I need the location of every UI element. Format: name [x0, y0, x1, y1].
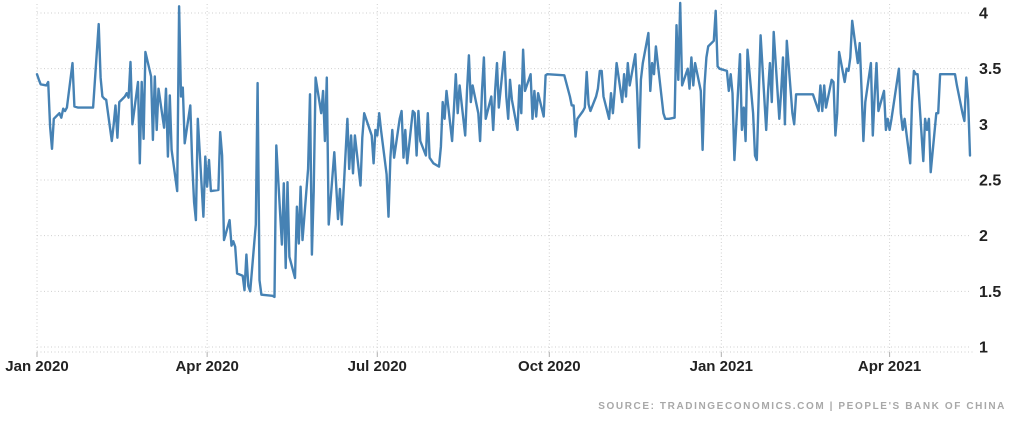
x-axis-label-Jan-2021: Jan 2021 [690, 358, 753, 375]
x-axis-label-Jan-2020: Jan 2020 [5, 358, 68, 375]
y-axis-label-2: 2 [979, 228, 988, 245]
y-axis-label-3.5: 3.5 [979, 61, 1001, 78]
x-axis-label-Apr-2021: Apr 2021 [858, 358, 921, 375]
y-axis-label-1.5: 1.5 [979, 284, 1001, 301]
x-axis-label-Jul-2020: Jul 2020 [348, 358, 407, 375]
y-axis-label-1: 1 [979, 340, 988, 357]
source-attribution: SOURCE: TRADINGECONOMICS.COM | PEOPLE'S … [598, 401, 1006, 412]
x-axis-label-Apr-2020: Apr 2020 [175, 358, 238, 375]
x-axis-label-Oct-2020: Oct 2020 [518, 358, 581, 375]
y-axis-label-3: 3 [979, 117, 988, 134]
y-axis-label-4: 4 [979, 6, 988, 23]
series-line [35, 1, 972, 299]
y-axis-label-2.5: 2.5 [979, 173, 1001, 190]
